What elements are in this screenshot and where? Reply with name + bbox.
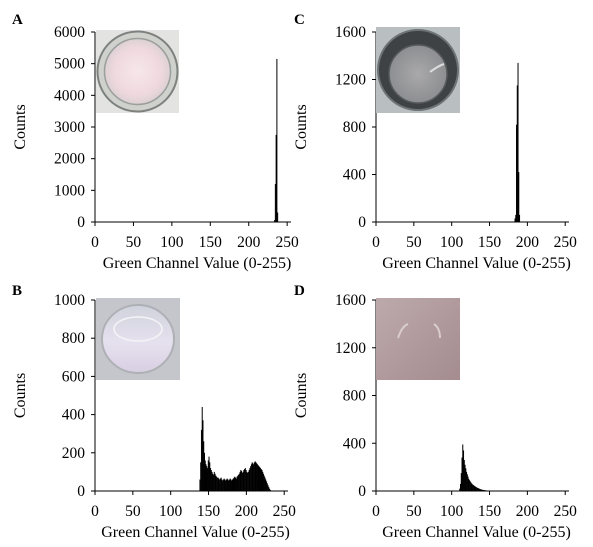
y-tick-label: 4000 [54, 87, 85, 104]
y-tick-label: 5000 [54, 56, 85, 73]
x-tick-label: 250 [273, 503, 297, 520]
inset-photo [96, 30, 179, 113]
x-tick-label: 200 [235, 503, 259, 520]
y-tick-label: 600 [62, 368, 86, 385]
x-tick-label: 0 [91, 503, 99, 520]
inset-photo [376, 298, 460, 380]
y-tick-label: 400 [343, 435, 367, 452]
panel-label: A [12, 12, 23, 28]
y-tick-label: 200 [62, 445, 86, 462]
x-tick-label: 50 [406, 234, 422, 251]
panel-label: D [294, 283, 305, 299]
x-tick-label: 100 [440, 503, 464, 520]
y-tick-label: 1600 [335, 24, 366, 41]
x-tick-label: 50 [125, 503, 141, 520]
x-tick-label: 100 [160, 234, 184, 251]
x-tick-label: 250 [554, 503, 578, 520]
panel-d: 0 400 800 1200 1600 0 50 100 150 200 250 Green Chan… [293, 283, 577, 541]
x-tick-label: 100 [159, 503, 183, 520]
y-axis-title: Counts [293, 373, 310, 418]
y-axis-title: Counts [293, 104, 310, 149]
y-tick-label: 800 [343, 119, 367, 136]
x-tick-label: 150 [199, 234, 223, 251]
histogram-bar [519, 215, 520, 222]
y-tick-label: 0 [77, 483, 85, 500]
x-axis-title: Green Channel Value (0-255) [382, 524, 571, 541]
panel-label: C [294, 12, 305, 28]
panel-c: 0 400 800 1200 1600 0 50 100 150 200 250 Green Chan… [293, 12, 577, 272]
x-axis-title: Green Channel Value (0-255) [382, 255, 571, 272]
y-tick-label: 6000 [54, 24, 85, 41]
inset-photo [376, 27, 460, 113]
panel-a: 0 1000 2000 3000 4000 5000 6000 0 50 100 150 200 250… [12, 12, 299, 272]
y-tick-label: 1000 [54, 292, 85, 309]
x-tick-label: 250 [554, 234, 578, 251]
x-tick-label: 250 [276, 234, 300, 251]
histogram-bar [276, 59, 277, 222]
well-liquid [102, 305, 174, 373]
x-tick-label: 200 [516, 503, 540, 520]
y-tick-label: 800 [62, 330, 86, 347]
well-liquid [105, 39, 171, 105]
x-tick-label: 100 [440, 234, 464, 251]
y-tick-label: 0 [77, 214, 85, 231]
x-tick-label: 0 [372, 234, 380, 251]
x-axis-title: Green Channel Value (0-255) [103, 255, 292, 272]
y-tick-label: 1000 [54, 182, 85, 199]
y-tick-label: 400 [62, 407, 86, 424]
x-tick-label: 150 [478, 503, 502, 520]
x-tick-label: 50 [126, 234, 142, 251]
y-tick-label: 0 [358, 214, 366, 231]
y-tick-label: 0 [358, 483, 366, 500]
y-tick-label: 800 [343, 388, 367, 405]
y-tick-label: 1200 [335, 340, 366, 357]
x-axis-title: Green Channel Value (0-255) [101, 524, 290, 541]
x-tick-label: 0 [372, 503, 380, 520]
x-tick-label: 50 [406, 503, 422, 520]
y-axis-title: Counts [12, 104, 29, 149]
histogram-bar [518, 172, 519, 222]
panel-b: 0 200 400 600 800 1000 0 50 100 150 200 250 Green Ch… [12, 283, 296, 541]
inset-background [376, 298, 460, 380]
x-tick-label: 150 [478, 234, 502, 251]
histogram-bar [277, 213, 278, 223]
x-tick-label: 150 [197, 503, 221, 520]
y-tick-label: 2000 [54, 151, 85, 168]
y-tick-label: 1200 [335, 72, 366, 89]
y-tick-label: 400 [343, 167, 367, 184]
inset-photo [96, 298, 180, 380]
y-tick-label: 3000 [54, 119, 85, 136]
histogram-bar [270, 490, 271, 491]
x-tick-label: 200 [237, 234, 261, 251]
panel-label: B [12, 283, 22, 299]
y-tick-label: 1600 [335, 292, 366, 309]
x-tick-label: 200 [516, 234, 540, 251]
well-liquid [389, 45, 447, 103]
y-axis-title: Counts [12, 373, 29, 418]
x-tick-label: 0 [91, 234, 99, 251]
